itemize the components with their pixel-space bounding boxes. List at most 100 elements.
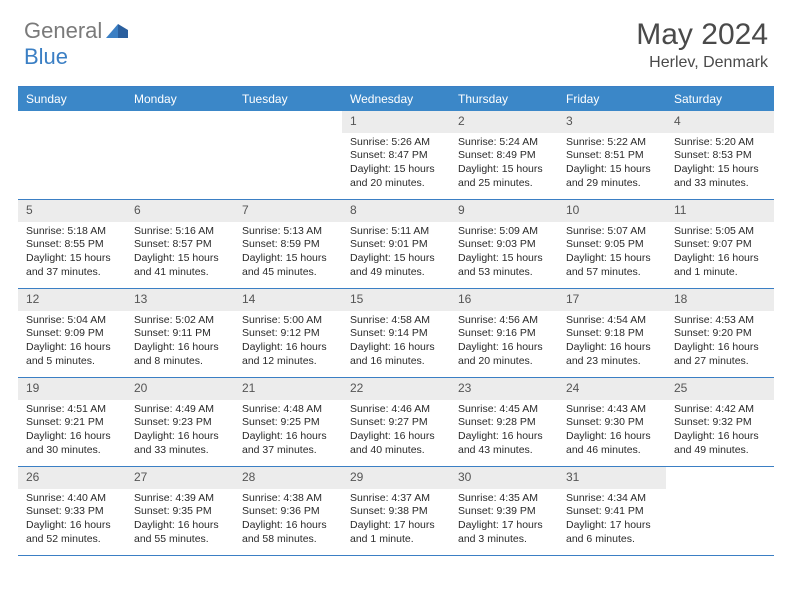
day-body: Sunrise: 5:11 AMSunset: 9:01 PMDaylight:…	[342, 222, 450, 286]
daylight-text: and 57 minutes.	[566, 266, 658, 280]
daylight-text: and 12 minutes.	[242, 355, 334, 369]
day-body: Sunrise: 4:35 AMSunset: 9:39 PMDaylight:…	[450, 489, 558, 553]
day-cell: 11Sunrise: 5:05 AMSunset: 9:07 PMDayligh…	[666, 200, 774, 288]
day-cell: 10Sunrise: 5:07 AMSunset: 9:05 PMDayligh…	[558, 200, 666, 288]
day-cell: 30Sunrise: 4:35 AMSunset: 9:39 PMDayligh…	[450, 467, 558, 555]
daylight-text: and 25 minutes.	[458, 177, 550, 191]
day-cell: 16Sunrise: 4:56 AMSunset: 9:16 PMDayligh…	[450, 289, 558, 377]
sunset-text: Sunset: 9:28 PM	[458, 416, 550, 430]
daylight-text: Daylight: 16 hours	[674, 341, 766, 355]
daylight-text: Daylight: 15 hours	[566, 163, 658, 177]
sunrise-text: Sunrise: 5:24 AM	[458, 136, 550, 150]
sunrise-text: Sunrise: 4:35 AM	[458, 492, 550, 506]
week-row: 19Sunrise: 4:51 AMSunset: 9:21 PMDayligh…	[18, 378, 774, 467]
daylight-text: Daylight: 15 hours	[26, 252, 118, 266]
week-row: 12Sunrise: 5:04 AMSunset: 9:09 PMDayligh…	[18, 289, 774, 378]
sunrise-text: Sunrise: 4:48 AM	[242, 403, 334, 417]
day-number: 22	[342, 378, 450, 400]
daylight-text: and 52 minutes.	[26, 533, 118, 547]
day-cell	[234, 111, 342, 199]
day-header: Monday	[126, 87, 234, 111]
day-number: 1	[342, 111, 450, 133]
daylight-text: Daylight: 17 hours	[566, 519, 658, 533]
day-body: Sunrise: 5:26 AMSunset: 8:47 PMDaylight:…	[342, 133, 450, 197]
daylight-text: and 1 minute.	[674, 266, 766, 280]
daylight-text: and 37 minutes.	[26, 266, 118, 280]
daylight-text: and 33 minutes.	[674, 177, 766, 191]
day-cell: 21Sunrise: 4:48 AMSunset: 9:25 PMDayligh…	[234, 378, 342, 466]
sunset-text: Sunset: 9:23 PM	[134, 416, 226, 430]
sunset-text: Sunset: 9:27 PM	[350, 416, 442, 430]
day-cell: 5Sunrise: 5:18 AMSunset: 8:55 PMDaylight…	[18, 200, 126, 288]
daylight-text: Daylight: 15 hours	[674, 163, 766, 177]
day-number: 24	[558, 378, 666, 400]
day-cell: 31Sunrise: 4:34 AMSunset: 9:41 PMDayligh…	[558, 467, 666, 555]
day-number: 9	[450, 200, 558, 222]
day-body: Sunrise: 4:53 AMSunset: 9:20 PMDaylight:…	[666, 311, 774, 375]
daylight-text: Daylight: 17 hours	[350, 519, 442, 533]
day-body: Sunrise: 5:09 AMSunset: 9:03 PMDaylight:…	[450, 222, 558, 286]
day-body: Sunrise: 4:40 AMSunset: 9:33 PMDaylight:…	[18, 489, 126, 553]
sunrise-text: Sunrise: 4:38 AM	[242, 492, 334, 506]
sunset-text: Sunset: 8:51 PM	[566, 149, 658, 163]
daylight-text: Daylight: 15 hours	[242, 252, 334, 266]
daylight-text: and 49 minutes.	[350, 266, 442, 280]
daylight-text: Daylight: 15 hours	[458, 252, 550, 266]
day-body: Sunrise: 5:18 AMSunset: 8:55 PMDaylight:…	[18, 222, 126, 286]
daylight-text: and 43 minutes.	[458, 444, 550, 458]
sunrise-text: Sunrise: 5:02 AM	[134, 314, 226, 328]
day-number: 8	[342, 200, 450, 222]
daylight-text: and 16 minutes.	[350, 355, 442, 369]
daylight-text: Daylight: 16 hours	[26, 430, 118, 444]
sunset-text: Sunset: 9:33 PM	[26, 505, 118, 519]
sunrise-text: Sunrise: 4:42 AM	[674, 403, 766, 417]
day-body: Sunrise: 4:37 AMSunset: 9:38 PMDaylight:…	[342, 489, 450, 553]
day-body: Sunrise: 4:54 AMSunset: 9:18 PMDaylight:…	[558, 311, 666, 375]
location: Herlev, Denmark	[636, 54, 768, 72]
sunset-text: Sunset: 9:12 PM	[242, 327, 334, 341]
day-cell: 17Sunrise: 4:54 AMSunset: 9:18 PMDayligh…	[558, 289, 666, 377]
day-cell	[666, 467, 774, 555]
day-cell: 22Sunrise: 4:46 AMSunset: 9:27 PMDayligh…	[342, 378, 450, 466]
day-cell: 7Sunrise: 5:13 AMSunset: 8:59 PMDaylight…	[234, 200, 342, 288]
sunset-text: Sunset: 9:16 PM	[458, 327, 550, 341]
day-number: 14	[234, 289, 342, 311]
sunset-text: Sunset: 9:03 PM	[458, 238, 550, 252]
day-body: Sunrise: 4:58 AMSunset: 9:14 PMDaylight:…	[342, 311, 450, 375]
day-number: 19	[18, 378, 126, 400]
week-row: 26Sunrise: 4:40 AMSunset: 9:33 PMDayligh…	[18, 467, 774, 556]
daylight-text: Daylight: 16 hours	[566, 430, 658, 444]
sunrise-text: Sunrise: 5:07 AM	[566, 225, 658, 239]
daylight-text: Daylight: 15 hours	[566, 252, 658, 266]
day-number: 6	[126, 200, 234, 222]
daylight-text: Daylight: 16 hours	[674, 252, 766, 266]
day-cell: 26Sunrise: 4:40 AMSunset: 9:33 PMDayligh…	[18, 467, 126, 555]
day-cell: 13Sunrise: 5:02 AMSunset: 9:11 PMDayligh…	[126, 289, 234, 377]
sunrise-text: Sunrise: 5:22 AM	[566, 136, 658, 150]
day-number: 13	[126, 289, 234, 311]
sunrise-text: Sunrise: 5:26 AM	[350, 136, 442, 150]
sunrise-text: Sunrise: 4:43 AM	[566, 403, 658, 417]
day-body: Sunrise: 5:20 AMSunset: 8:53 PMDaylight:…	[666, 133, 774, 197]
day-number: 29	[342, 467, 450, 489]
day-number: 17	[558, 289, 666, 311]
sunrise-text: Sunrise: 5:20 AM	[674, 136, 766, 150]
sunrise-text: Sunrise: 4:56 AM	[458, 314, 550, 328]
day-number: 23	[450, 378, 558, 400]
sunset-text: Sunset: 8:59 PM	[242, 238, 334, 252]
sunset-text: Sunset: 9:39 PM	[458, 505, 550, 519]
daylight-text: and 29 minutes.	[566, 177, 658, 191]
sunset-text: Sunset: 8:57 PM	[134, 238, 226, 252]
daylight-text: Daylight: 16 hours	[242, 341, 334, 355]
day-cell	[18, 111, 126, 199]
sunrise-text: Sunrise: 5:00 AM	[242, 314, 334, 328]
day-cell: 18Sunrise: 4:53 AMSunset: 9:20 PMDayligh…	[666, 289, 774, 377]
daylight-text: and 8 minutes.	[134, 355, 226, 369]
daylight-text: Daylight: 16 hours	[134, 341, 226, 355]
daylight-text: and 58 minutes.	[242, 533, 334, 547]
sunset-text: Sunset: 9:20 PM	[674, 327, 766, 341]
day-body: Sunrise: 5:00 AMSunset: 9:12 PMDaylight:…	[234, 311, 342, 375]
sunrise-text: Sunrise: 5:05 AM	[674, 225, 766, 239]
day-header-row: Sunday Monday Tuesday Wednesday Thursday…	[18, 87, 774, 111]
sunrise-text: Sunrise: 4:46 AM	[350, 403, 442, 417]
